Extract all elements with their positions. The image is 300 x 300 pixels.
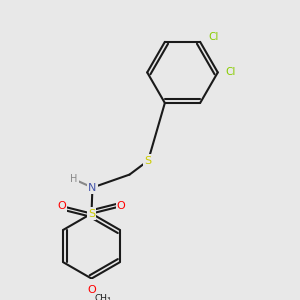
Text: Cl: Cl bbox=[226, 68, 236, 77]
Text: CH₃: CH₃ bbox=[94, 295, 111, 300]
Text: O: O bbox=[87, 285, 96, 295]
Text: O: O bbox=[57, 201, 66, 211]
Text: S: S bbox=[145, 156, 152, 166]
Text: N: N bbox=[88, 183, 97, 193]
Text: H: H bbox=[70, 174, 77, 184]
Text: Cl: Cl bbox=[208, 32, 218, 42]
Text: O: O bbox=[117, 201, 126, 211]
Text: S: S bbox=[88, 208, 95, 219]
